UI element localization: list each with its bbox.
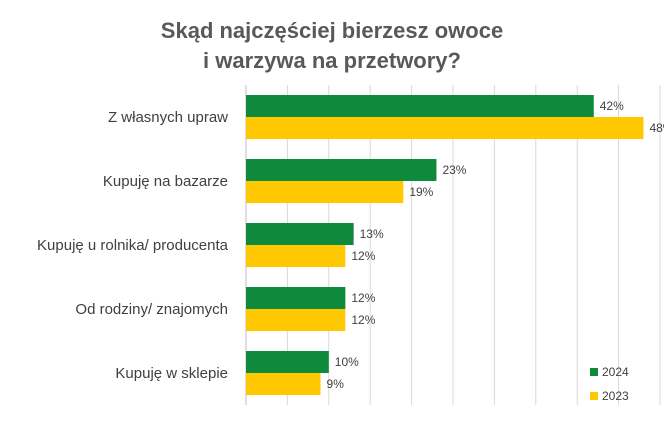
- category-label: Od rodziny/ znajomych: [75, 301, 228, 318]
- chart-title: Skąd najczęściej bierzesz owoce i warzyw…: [0, 16, 664, 76]
- data-label: 13%: [360, 227, 384, 241]
- data-label: 10%: [335, 355, 359, 369]
- chart-title-line-1: Skąd najczęściej bierzesz owoce: [160, 18, 504, 43]
- bar-2024: [246, 95, 594, 117]
- legend-swatch-2023: [590, 392, 598, 400]
- category-label: Kupuję w sklepie: [115, 365, 228, 382]
- data-label: 12%: [351, 249, 375, 263]
- data-label: 12%: [351, 291, 375, 305]
- bar-2024: [246, 287, 346, 309]
- bar-2024: [246, 351, 329, 373]
- data-label: 19%: [409, 185, 433, 199]
- bar-2023: [246, 181, 404, 203]
- data-label: 48%: [649, 121, 664, 135]
- legend-swatch-2024: [590, 368, 598, 376]
- data-label: 12%: [351, 313, 375, 327]
- bar-2023: [246, 309, 346, 331]
- chart-title-line-2: i warzywa na przetwory?: [203, 48, 461, 73]
- bar-2023: [246, 373, 321, 395]
- data-label: 42%: [600, 99, 624, 113]
- legend-label-2024: 2024: [602, 365, 629, 379]
- bar-2023: [246, 117, 644, 139]
- category-label: Z własnych upraw: [108, 109, 228, 126]
- bar-2023: [246, 245, 346, 267]
- category-label: Kupuję na bazarze: [103, 173, 228, 190]
- bar-2024: [246, 223, 354, 245]
- category-label: Kupuję u rolnika/ producenta: [37, 237, 229, 254]
- legend-label-2023: 2023: [602, 389, 629, 403]
- data-label: 23%: [442, 163, 466, 177]
- bar-2024: [246, 159, 437, 181]
- data-label: 9%: [327, 377, 345, 391]
